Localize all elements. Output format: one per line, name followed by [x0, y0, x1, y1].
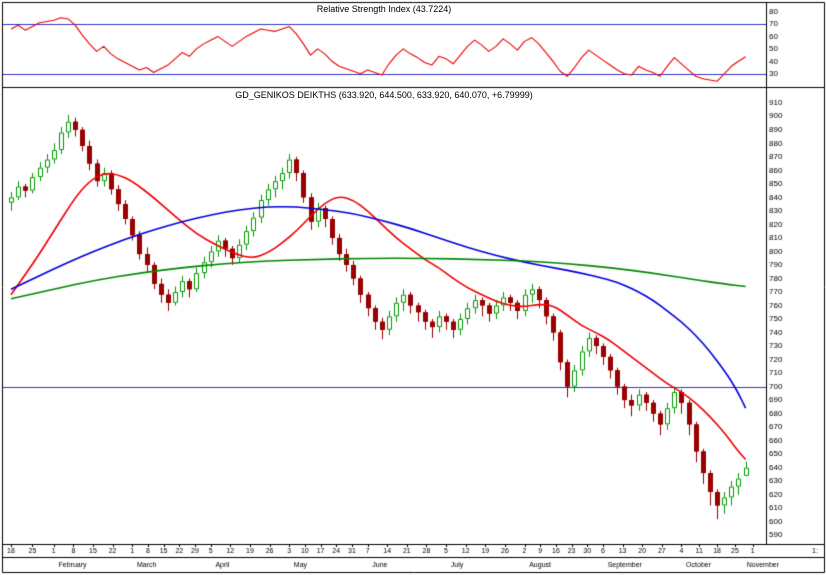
- rsi-panel-title: Relative Strength Index (43.7224): [316, 4, 452, 14]
- price-panel-title: GD_GENIKOS DEIKTHS (633.920, 644.500, 63…: [235, 90, 533, 100]
